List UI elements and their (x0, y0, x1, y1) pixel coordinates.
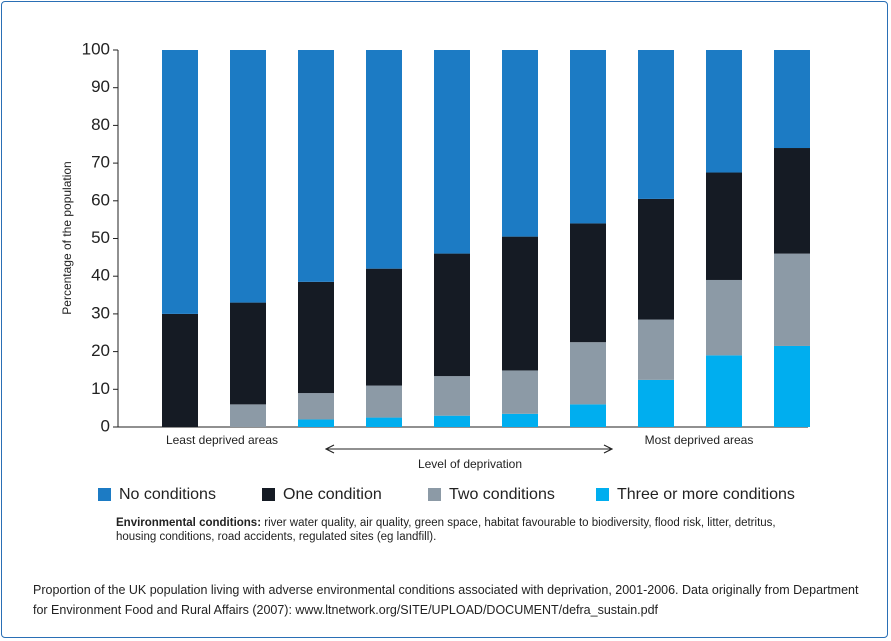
bar-segment (502, 50, 538, 237)
bar-segment (298, 50, 334, 282)
bar-segment (570, 342, 606, 405)
y-tick-label: 10 (91, 379, 110, 398)
legend-swatch (98, 488, 111, 501)
bar-segment (638, 198, 674, 320)
y-tick-label: 50 (91, 228, 110, 247)
y-tick-label: 0 (101, 416, 110, 435)
bar-segment (570, 50, 606, 224)
legend-label: Two conditions (449, 486, 555, 503)
bar-segment (502, 413, 538, 427)
y-tick-label: 90 (91, 77, 110, 96)
bar-segment (774, 148, 810, 254)
bar-segment (230, 302, 266, 405)
bar-segment (434, 415, 470, 427)
bar-segment (230, 404, 266, 427)
y-tick-label: 20 (91, 341, 110, 360)
bar-segment (434, 253, 470, 377)
bar-segment (570, 223, 606, 343)
bar-segment (706, 279, 742, 356)
bar-segment (638, 319, 674, 380)
x-axis-label: Level of deprivation (418, 457, 522, 471)
y-tick-label: 30 (91, 303, 110, 322)
bar-segment (774, 253, 810, 346)
bar-segment (502, 236, 538, 371)
bar-segment (162, 313, 198, 427)
bar-segment (434, 376, 470, 416)
y-tick-label: 100 (82, 39, 110, 58)
bar-segment (366, 417, 402, 427)
note: Environmental conditions: river water qu… (116, 516, 816, 544)
bar-segment (298, 281, 334, 394)
legend-swatch (596, 488, 609, 501)
bar-segment (706, 50, 742, 173)
note-label: Environmental conditions: (116, 517, 262, 529)
y-tick-label: 70 (91, 153, 110, 172)
bar-segment (366, 50, 402, 269)
legend-swatch (428, 488, 441, 501)
bar-segment (298, 419, 334, 427)
y-tick-label: 60 (91, 190, 110, 209)
bar-segment (366, 385, 402, 418)
y-tick-label: 80 (91, 115, 110, 134)
legend-label: No conditions (119, 486, 216, 503)
bar-segment (774, 50, 810, 149)
bar-segment (706, 355, 742, 427)
bar-segment (570, 404, 606, 427)
legend-label: One condition (283, 486, 382, 503)
note-text: river water quality, air quality, green … (116, 517, 776, 543)
annotation-left: Least deprived areas (166, 433, 278, 447)
bar-segment (638, 379, 674, 427)
bar-segment (706, 172, 742, 280)
legend-label: Three or more conditions (617, 486, 795, 503)
bar-segment (502, 370, 538, 414)
y-tick-label: 40 (91, 266, 110, 285)
annotation-right: Most deprived areas (645, 433, 754, 447)
caption: Proportion of the UK population living w… (33, 583, 859, 617)
bar-segment (638, 50, 674, 199)
bar-segment (366, 268, 402, 386)
y-axis-label: Percentage of the population (60, 161, 74, 314)
bar-segment (774, 345, 810, 427)
bar-segment (230, 50, 266, 303)
bar-segment (434, 50, 470, 254)
bar-segment (162, 50, 198, 314)
legend-swatch (262, 488, 275, 501)
bar-segment (298, 393, 334, 420)
